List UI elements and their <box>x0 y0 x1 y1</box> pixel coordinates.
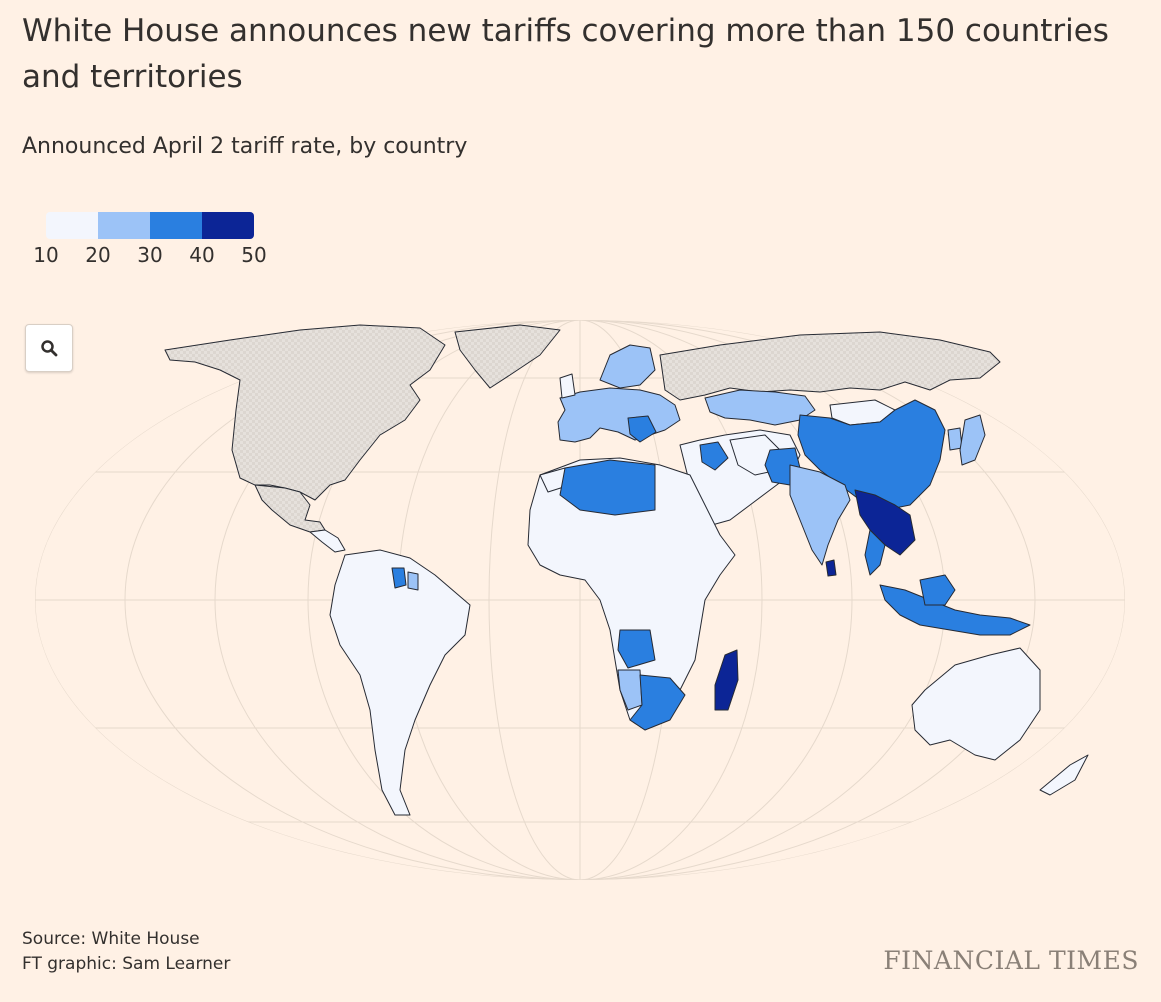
legend-swatch-40-50 <box>202 212 254 239</box>
region-namibia[interactable] <box>617 669 643 711</box>
region-sri-lanka[interactable] <box>825 559 837 577</box>
region-europe[interactable] <box>557 387 681 443</box>
region-uk[interactable] <box>559 373 576 399</box>
region-angola[interactable] <box>617 629 656 669</box>
graphic-credit: FT graphic: Sam Learner <box>22 954 231 974</box>
region-kazakhstan[interactable] <box>704 389 816 426</box>
region-north-america[interactable] <box>164 324 446 501</box>
legend-scale <box>46 212 254 239</box>
region-new-zealand[interactable] <box>1039 754 1089 796</box>
region-central-america[interactable] <box>309 529 346 553</box>
region-suriname[interactable] <box>407 571 419 591</box>
region-korea[interactable] <box>947 427 963 451</box>
region-russia[interactable] <box>659 331 1001 401</box>
region-scandinavia[interactable] <box>599 344 656 389</box>
region-greenland[interactable] <box>454 324 561 389</box>
region-south-america[interactable] <box>329 549 471 816</box>
countries <box>164 324 1089 816</box>
chart-title: White House announces new tariffs coveri… <box>22 13 1109 95</box>
region-madagascar[interactable] <box>714 649 739 711</box>
region-mexico[interactable] <box>254 484 326 533</box>
region-balkans[interactable] <box>627 415 657 443</box>
region-china[interactable] <box>797 399 946 511</box>
region-mainland-southeast-asia[interactable] <box>854 489 916 556</box>
ft-logo: FINANCIAL TIMES <box>883 946 1139 975</box>
region-syria-iraq[interactable] <box>699 441 729 471</box>
region-india[interactable] <box>789 464 851 566</box>
region-australia[interactable] <box>911 647 1041 761</box>
legend-swatch-30-40 <box>150 212 202 239</box>
legend-tick-40: 40 <box>189 243 215 267</box>
chart-subtitle: Announced April 2 tariff rate, by countr… <box>22 134 468 159</box>
search-icon <box>41 340 58 357</box>
region-indonesia[interactable] <box>879 584 1031 636</box>
legend-swatch-10-20 <box>46 212 98 239</box>
zoom-button[interactable] <box>25 324 73 372</box>
region-thailand[interactable] <box>864 529 886 576</box>
footer: Source: White House FT graphic: Sam Lear… <box>22 927 230 977</box>
legend-tick-20: 20 <box>85 243 111 267</box>
region-algeria-libya[interactable] <box>559 459 656 516</box>
legend-tick-10: 10 <box>33 243 59 267</box>
legend-swatch-20-30 <box>98 212 150 239</box>
source-note: Source: White House <box>22 929 200 949</box>
legend-tick-30: 30 <box>137 243 163 267</box>
region-guyana[interactable] <box>391 567 407 589</box>
region-south-africa[interactable] <box>629 674 686 731</box>
world-map[interactable] <box>0 300 1161 900</box>
region-borneo[interactable] <box>919 574 956 606</box>
legend-tick-50: 50 <box>241 243 267 267</box>
region-japan[interactable] <box>959 414 986 466</box>
